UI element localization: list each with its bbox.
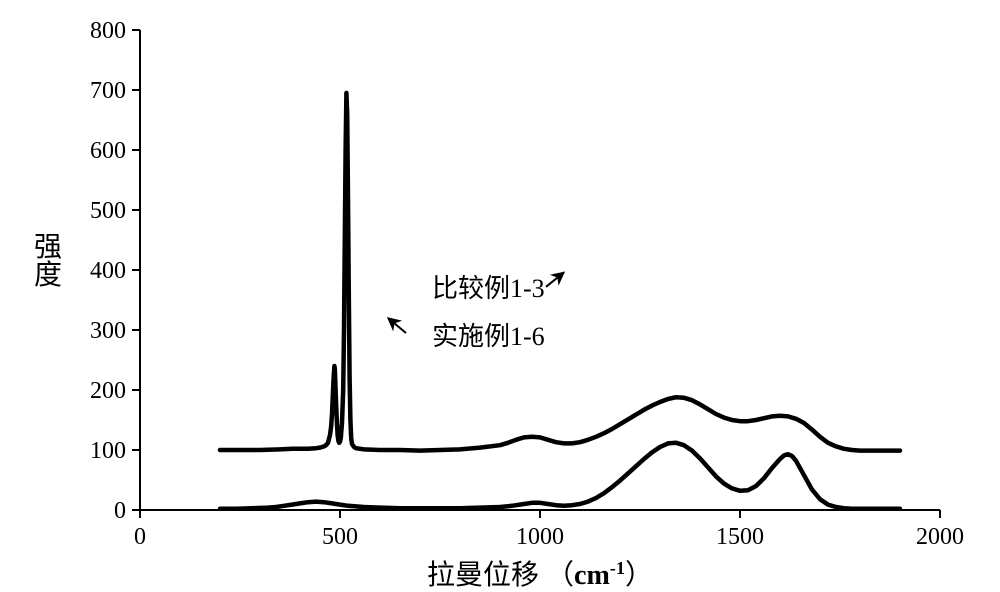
- xtick-label: 1000: [516, 524, 564, 550]
- xtick-label: 500: [322, 524, 358, 550]
- svg-text:度: 度: [34, 259, 62, 291]
- ytick-label: 700: [90, 78, 126, 104]
- ytick-label: 500: [90, 198, 126, 224]
- ytick-label: 100: [90, 438, 126, 464]
- ytick-label: 0: [114, 498, 126, 524]
- xtick-label: 1500: [716, 524, 764, 550]
- ytick-label: 300: [90, 318, 126, 344]
- svg-text:强: 强: [34, 232, 62, 263]
- y-axis-label: 强度: [34, 232, 62, 291]
- ytick-label: 600: [90, 138, 126, 164]
- annotation-label-0: 实施例1-6: [432, 322, 545, 351]
- ytick-label: 200: [90, 378, 126, 404]
- annotation-label-1: 比较例1-3: [432, 274, 545, 303]
- raman-chart: 0 500 1000 1500 2000 0 100 200 300 400 500 600 700 80…: [0, 0, 1000, 592]
- xtick-label: 2000: [916, 524, 964, 550]
- ytick-label: 800: [90, 18, 126, 44]
- xtick-label: 0: [134, 524, 146, 550]
- ytick-label: 400: [90, 258, 126, 284]
